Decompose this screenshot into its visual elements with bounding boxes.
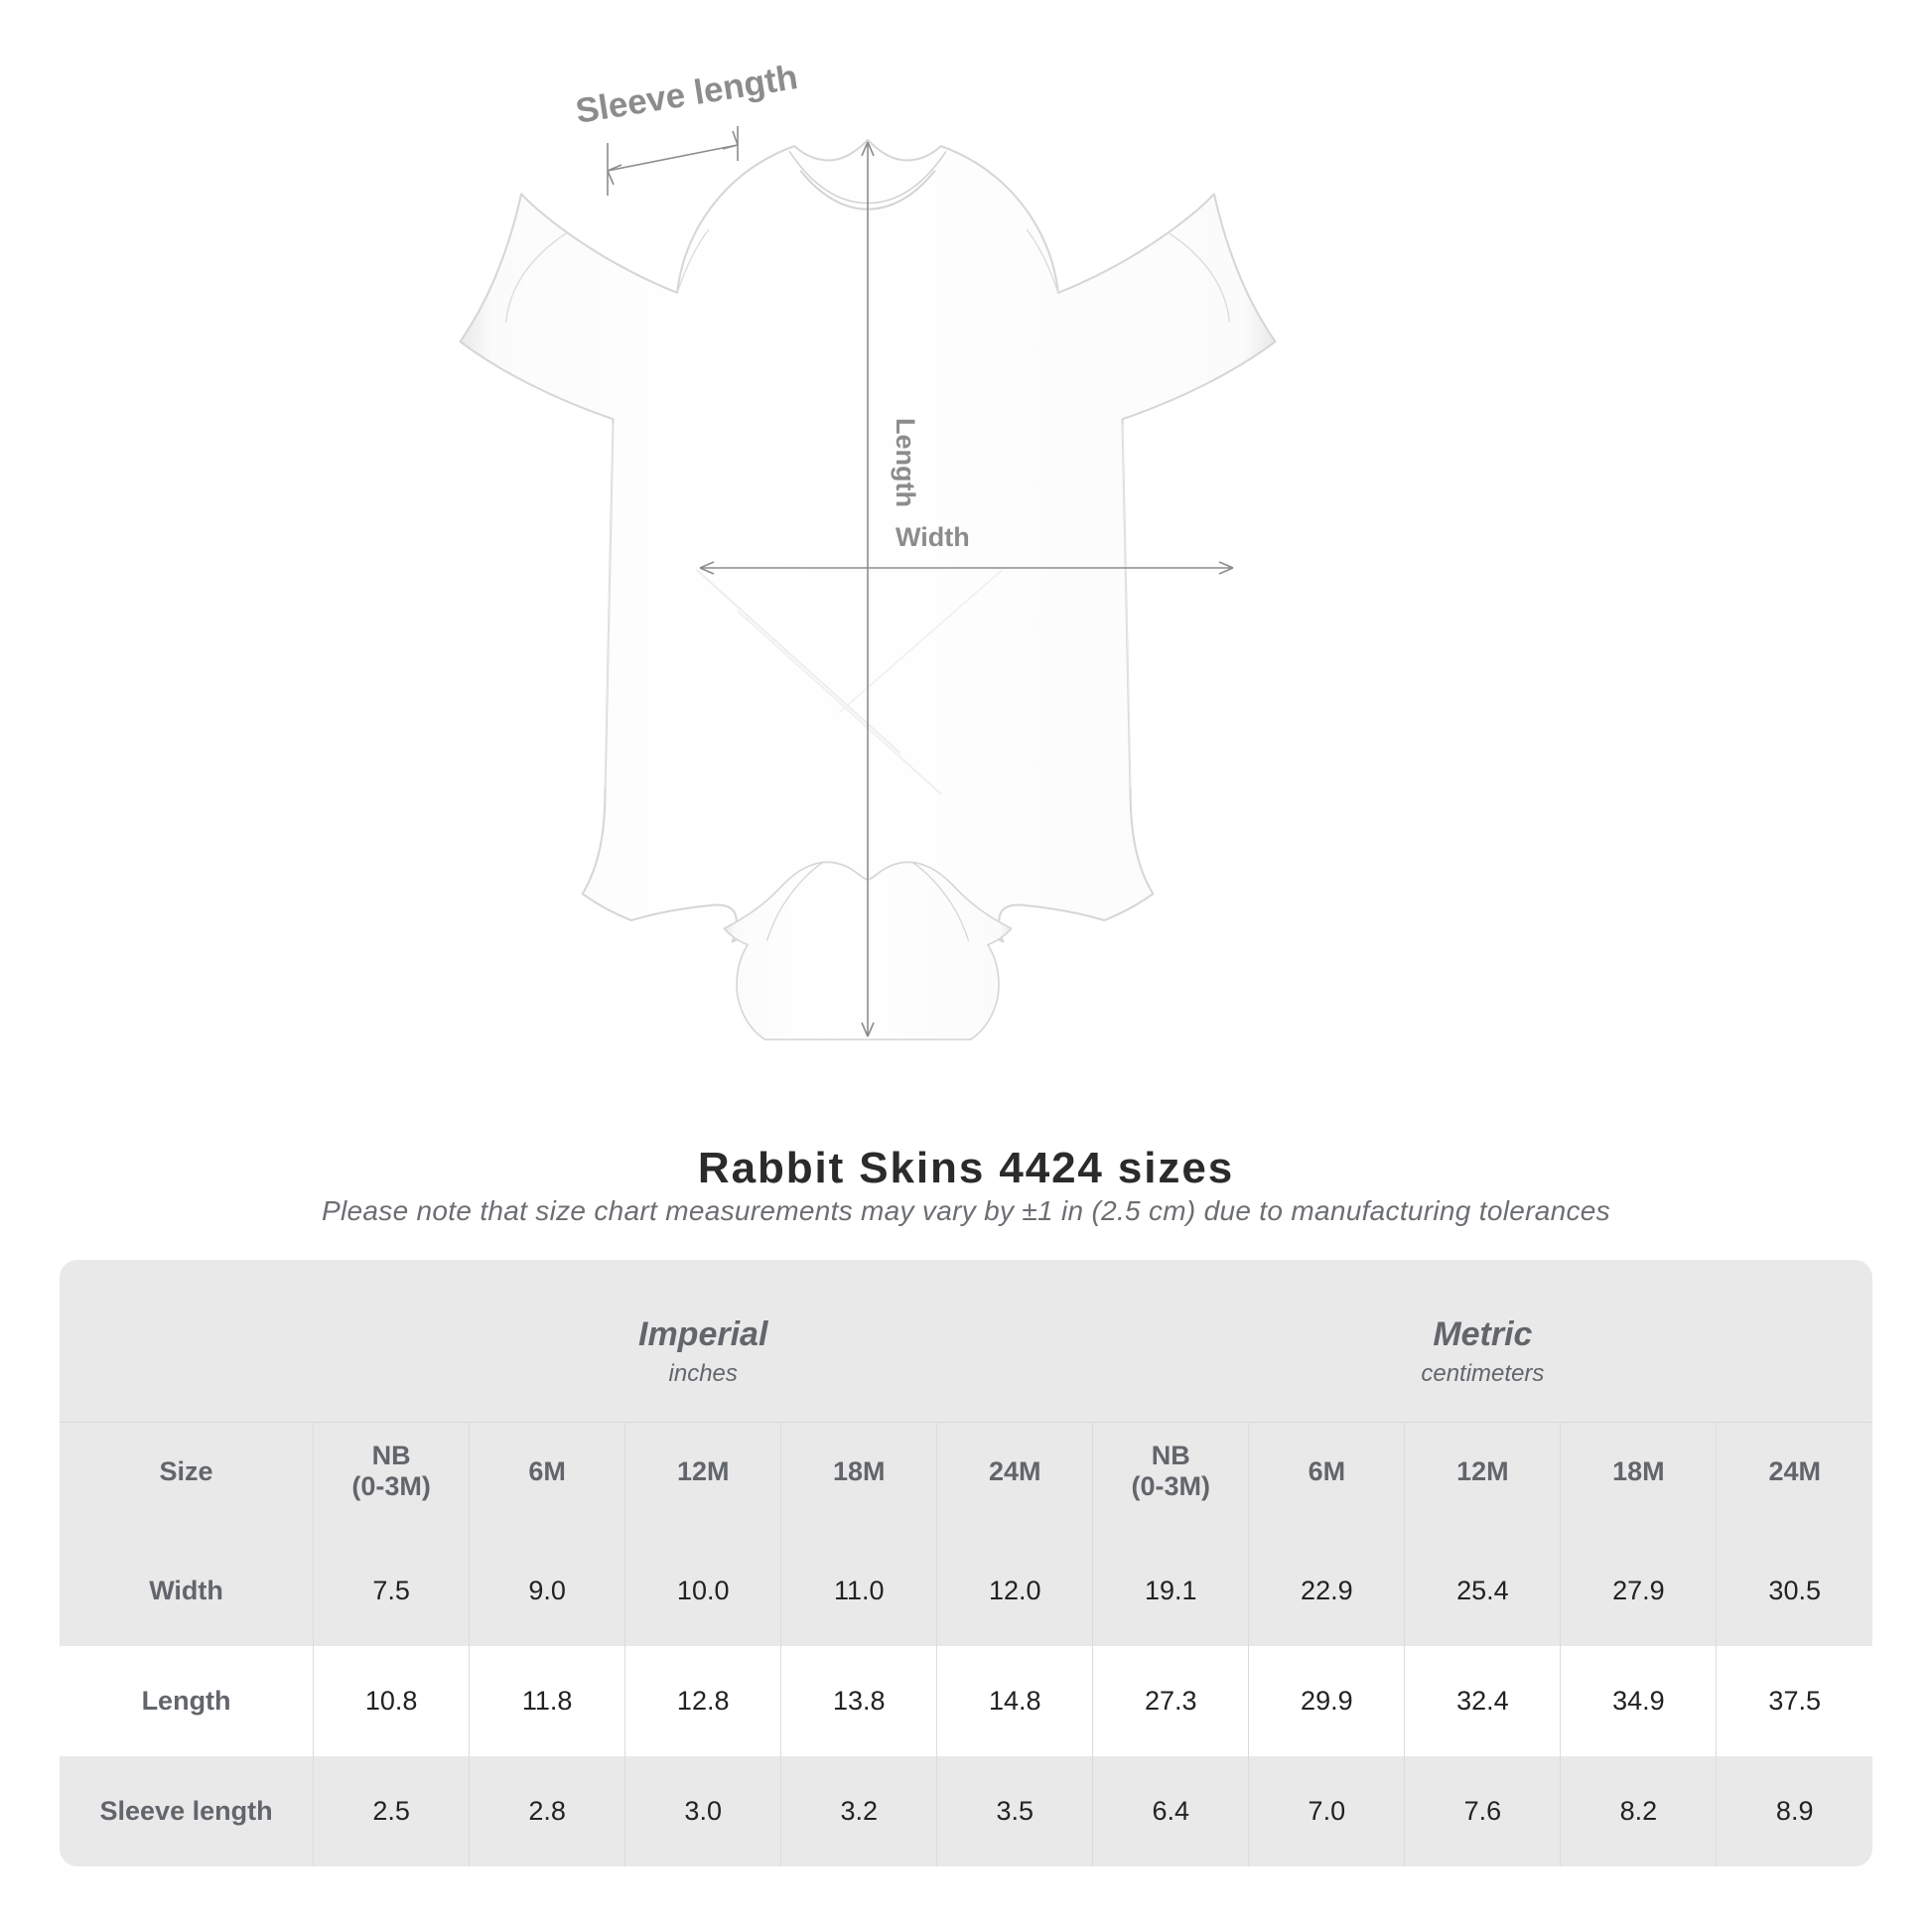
svg-text:Width: Width [896, 522, 970, 552]
svg-text:Sleeve length: Sleeve length [573, 58, 800, 131]
svg-text:Length: Length [891, 418, 920, 507]
